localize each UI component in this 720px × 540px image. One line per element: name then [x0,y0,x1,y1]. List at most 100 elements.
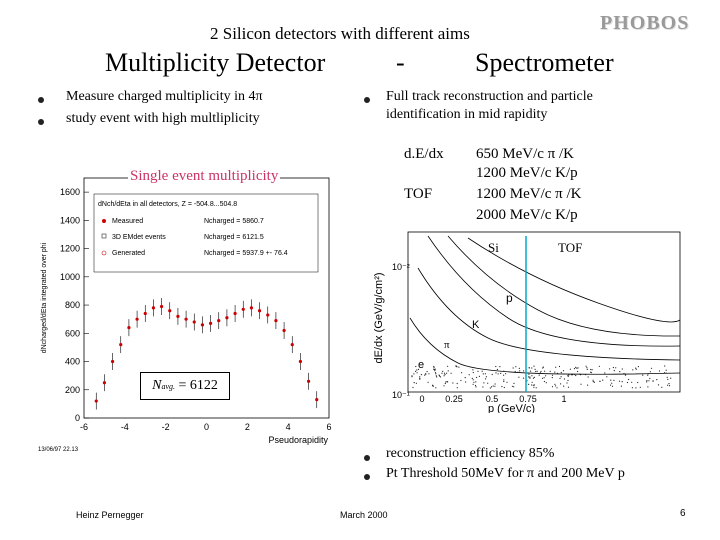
dedx-x-tick-2: 0.5 [486,394,499,404]
track-hit [456,387,458,389]
x-axis-label: Pseudorapidity [268,435,328,445]
track-hit [571,374,573,376]
legend-value-3: Ncharged = 5937.9 +- 76.4 [204,250,288,257]
track-hit [570,374,572,376]
track-hit [540,370,542,373]
track-hit [495,365,497,368]
track-hit [542,367,544,369]
track-hit [444,382,446,385]
track-hit [464,377,466,379]
track-hit [438,375,441,377]
track-hit [635,367,637,369]
track-hit [549,370,551,372]
multiplicity-detector-title: Multiplicity Detector [105,48,326,77]
track-hit [587,384,589,386]
track-hit [591,369,593,371]
track-hit [433,368,435,370]
track-hit [554,383,556,385]
track-hit [443,385,445,387]
left-bullet-2: study event with high multliplicity [66,111,260,126]
track-hit [538,374,540,376]
track-hit [415,382,417,384]
data-point [184,317,188,321]
track-hit [573,373,575,376]
track-hit [515,366,517,368]
track-hit [487,382,489,384]
track-hit [513,382,515,384]
track-hit [474,384,477,387]
track-hit [665,369,667,371]
track-hit [670,377,672,379]
kaon-label: K [472,319,480,331]
y-top-tick: 10⁻² [392,262,410,272]
track-hit [569,368,571,370]
track-hit [613,379,615,381]
track-hit [628,378,630,381]
measured-marker-icon [102,219,106,223]
track-hit [637,366,639,368]
track-hit [427,381,429,383]
track-hit [490,386,493,388]
plot-caption: Single event multiplicity [128,168,281,185]
track-hit [610,384,612,386]
track-hit [559,377,561,380]
track-hit [528,376,530,378]
track-hit [606,376,608,378]
track-hit [668,385,671,387]
track-hit [533,376,535,378]
track-hit [631,387,633,389]
bullet-dot [364,455,370,461]
track-hit [494,385,496,387]
track-hit [472,371,474,374]
track-hit [575,374,577,377]
track-hit [523,370,525,372]
data-point [135,317,139,321]
track-hit [666,376,668,378]
dedx-y-axis-label: dE/dx (GeV/g/cm²) [373,272,385,363]
track-hit [558,365,561,368]
track-hit [647,386,649,388]
track-hit [416,369,418,371]
track-hit [475,381,477,383]
track-hit [575,366,577,368]
track-hit [579,374,582,376]
track-hit [646,380,648,382]
track-hit [413,373,415,375]
track-hit [443,372,446,374]
track-hit [612,366,614,369]
track-hit [562,370,565,372]
legend-value-2: Ncharged = 6121.5 [204,234,264,241]
data-point [257,309,262,313]
deuteron-band [467,237,681,323]
y-axis-label: dNcharged/dEta integrated over phi [41,242,48,353]
y-tick-1: 200 [65,385,80,395]
track-hit [551,377,553,379]
track-hit [412,386,414,389]
x-tick-2: -2 [162,422,170,432]
right-bullet-1: Full track reconstruction and particle [386,89,593,104]
track-hit [631,381,633,383]
data-point [176,314,180,318]
bottom-bullet-1: reconstruction efficiency 85% [386,446,555,461]
track-hit [518,367,520,369]
track-hit [531,375,533,377]
track-hit [528,367,530,369]
track-hit [531,367,533,369]
data-point [127,326,131,330]
track-hit [433,365,435,368]
track-hit [512,367,514,369]
track-hit [590,371,592,374]
track-hit [419,376,421,378]
track-hit [556,387,558,389]
emdet-marker-icon [101,233,107,239]
track-hit [481,370,483,372]
track-hit [533,384,536,386]
navg-subscript: avg. [161,381,175,391]
track-hit [528,383,530,385]
pid-line-4: 2000 MeV/c K/p [476,207,578,223]
track-hit [417,368,420,370]
track-hit [551,374,554,376]
track-hit [624,374,627,376]
data-point [102,381,107,385]
track-hit [415,365,417,368]
